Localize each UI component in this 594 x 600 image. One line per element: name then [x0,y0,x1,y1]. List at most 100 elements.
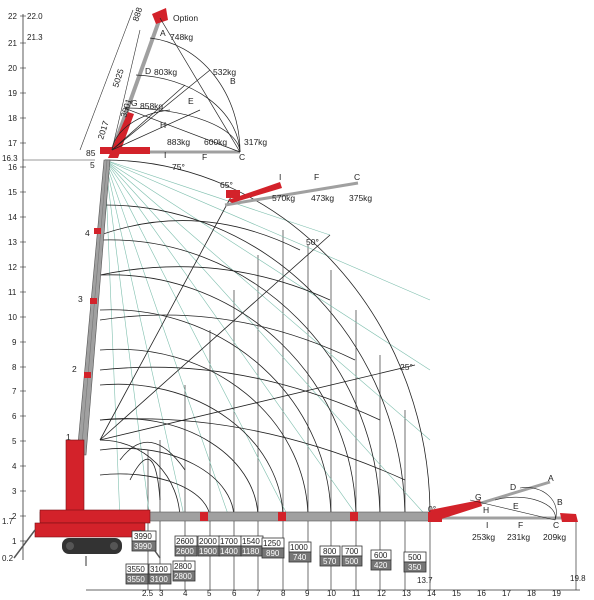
jib65-weight-570: 570kg [272,193,295,203]
weight-803: 803kg [154,67,177,77]
load-1-bottom: 3550 [127,575,145,584]
y-tick-18: 18 [8,114,17,123]
y-tick-20: 20 [8,64,17,73]
load-3-top: 2800 [174,562,192,571]
load-4-bottom: 2600 [176,547,194,556]
load-8-bottom: 890 [266,549,280,558]
boom-section-labels: 1 2 3 4 [66,228,90,442]
load-0-bottom: 3990 [134,542,152,551]
option-label: Option [173,13,198,23]
x-tick-5: 5 [207,589,212,598]
jib-point-E: E [188,96,194,106]
jib-point-G: G [131,98,138,108]
height-1-7: 1.7 [2,517,14,526]
weight-532: 532kg [213,67,236,77]
jib0-weight-231: 231kg [507,532,530,542]
jib-point-F: F [202,152,207,162]
angle-25: 25° [400,362,413,372]
x-tick-11: 11 [352,589,361,598]
x-tick-3: 3 [159,589,164,598]
load-4-top: 2600 [176,537,194,546]
jib0-point-D: D [510,482,516,492]
height-21-3: 21.3 [27,33,43,42]
jib0-point-F: F [518,520,523,530]
y-tick-2: 2 [12,512,17,521]
load-7-bottom: 1180 [242,547,260,556]
top-jib [79,8,241,158]
load-9-top: 1000 [290,543,308,552]
jib-65-labels: I F C 570kg 473kg 375kg [272,172,372,203]
load-11-bottom: 500 [345,557,359,566]
main-boom [65,159,111,521]
jib-point-C: C [239,152,245,162]
y-tick-5: 5 [12,437,17,446]
y-tick-21: 21 [8,39,17,48]
x-tick-14: 14 [427,589,436,598]
working-range-arcs [99,159,431,521]
y-tick-22: 22 [8,12,17,21]
jib0-point-H: H [483,505,489,515]
x-tick-2-5: 2.5 [142,589,154,598]
boom-horizontal [39,509,431,524]
load-8-top: 1250 [263,539,281,548]
y-tick-3: 3 [12,487,17,496]
load-13-top: 500 [408,553,422,562]
x-tick-12: 12 [377,589,386,598]
jib0-point-G: G [475,492,482,502]
load-3-bottom: 2800 [174,572,192,581]
y-tick-9: 9 [12,338,17,347]
jib-point-I: I [164,150,166,160]
load-9-bottom: 740 [293,553,307,562]
load-7-top: 1540 [242,537,260,546]
reach-19-8: 19.8 [570,574,586,583]
jib65-point-C: C [354,172,360,182]
angle-85: 85 [86,148,96,158]
y-tick-7: 7 [12,387,17,396]
x-tick-4: 4 [183,589,188,598]
load-13-bottom: 350 [408,563,422,572]
y-tick-11: 11 [8,288,17,297]
x-tick-6: 6 [232,589,237,598]
height-0-2: 0.2 [2,554,14,563]
boom-section-3: 3 [78,294,83,304]
angle-75: 75° [172,162,185,172]
jib-point-D: D [145,66,151,76]
weight-748: 748kg [170,32,193,42]
jib65-weight-473: 473kg [311,193,334,203]
height-22-0: 22.0 [27,12,43,21]
x-tick-15: 15 [452,589,461,598]
left-axis-labels: 22 21 20 19 18 17 16 15 14 13 12 11 10 9… [2,12,43,563]
load-2-top: 3100 [150,565,168,574]
boom-angle-lines [99,194,416,441]
jib65-point-I: I [279,172,281,182]
load-0-top: 3990 [134,532,152,541]
load-1-top: 3550 [127,565,145,574]
jib-point-B: B [230,76,236,86]
x-tick-18: 18 [527,589,536,598]
green-angle-lines [104,159,431,521]
y-tick-8: 8 [12,363,17,372]
y-tick-14: 14 [8,213,17,222]
jib-horizontal [428,480,578,522]
x-tick-10: 10 [327,589,336,598]
boom-section-1: 1 [66,432,71,442]
load-5-top: 2000 [199,537,217,546]
load-5-bottom: 1900 [199,547,217,556]
jib0-weight-253: 253kg [472,532,495,542]
jib-65 [224,181,359,207]
y-tick-12: 12 [8,263,17,272]
y-tick-15: 15 [8,188,17,197]
weight-600: 600kg [204,137,227,147]
x-tick-9: 9 [305,589,310,598]
y-tick-16: 16 [8,163,17,172]
jib-point-A: A [160,28,166,38]
boom-section-4: 4 [85,228,90,238]
x-tick-8: 8 [281,589,286,598]
jib65-weight-375: 375kg [349,193,372,203]
x-tick-13: 13 [402,589,411,598]
y-tick-17: 17 [8,139,17,148]
load-6-top: 1700 [220,537,238,546]
y-tick-1: 1 [12,537,17,546]
